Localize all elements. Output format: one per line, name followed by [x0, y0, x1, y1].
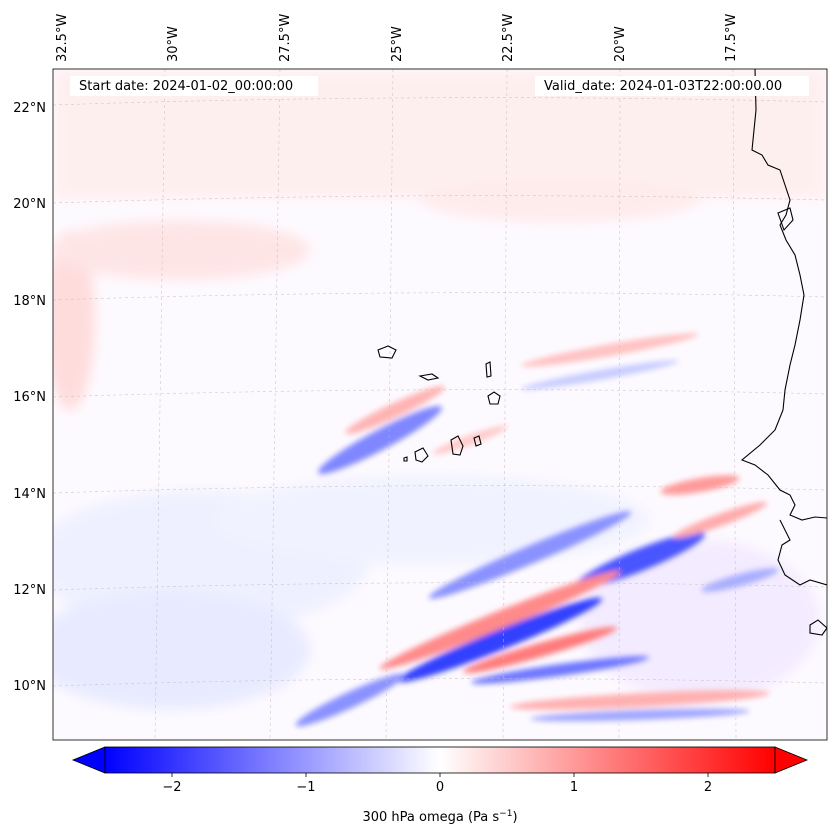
lon-label: 30°W — [166, 26, 181, 62]
lat-label: 18°N — [13, 294, 46, 309]
lon-label: 17.5°W — [724, 14, 739, 62]
lat-label: 14°N — [13, 487, 46, 502]
colorbar-label: 300 hPa omega (Pa s−1) — [362, 809, 517, 825]
lon-label: 25°W — [390, 26, 405, 62]
colorbar-tick-label: 1 — [570, 780, 578, 795]
colorbar-ticks: −2 −1 0 1 2 — [162, 773, 712, 795]
start-date-label: Start date: 2024-01-02_00:00:00 — [79, 79, 293, 94]
colorbar-extend-max — [774, 746, 809, 774]
colorbar-tick-label: −1 — [296, 780, 315, 795]
longitude-labels: 32.5°W 30°W 27.5°W 25°W 22.5°W 20°W 17.5… — [55, 14, 739, 62]
coastline — [377, 69, 827, 636]
colorbar-tick-label: 0 — [436, 780, 444, 795]
colorbar-extend-min — [71, 746, 106, 774]
lat-label: 12°N — [13, 583, 46, 598]
lat-label: 10°N — [13, 679, 46, 694]
colorbar-tick-label: 2 — [704, 780, 712, 795]
lat-label: 16°N — [13, 390, 46, 405]
colorbar-tick-label: −2 — [162, 780, 181, 795]
graticule — [53, 69, 827, 740]
lat-label: 22°N — [13, 101, 46, 116]
lat-label: 20°N — [13, 197, 46, 212]
map-panel: Start date: 2024-01-02_00:00:00 Valid_da… — [52, 68, 828, 741]
lon-label: 27.5°W — [278, 14, 293, 62]
lon-label: 32.5°W — [55, 14, 70, 62]
latitude-labels: 22°N 20°N 18°N 16°N 14°N 12°N 10°N — [13, 101, 46, 694]
valid-date-label: Valid_date: 2024-01-03T22:00:00.00 — [544, 79, 782, 94]
valid-date-box — [535, 76, 809, 96]
lon-label: 22.5°W — [501, 14, 516, 62]
start-date-box — [70, 76, 318, 96]
map-frame — [52, 68, 828, 741]
colorbar: −2 −1 0 1 2 300 hPa omega (Pa s−1) — [71, 746, 809, 825]
colorbar-gradient — [104, 746, 776, 774]
lon-label: 20°W — [613, 26, 628, 62]
